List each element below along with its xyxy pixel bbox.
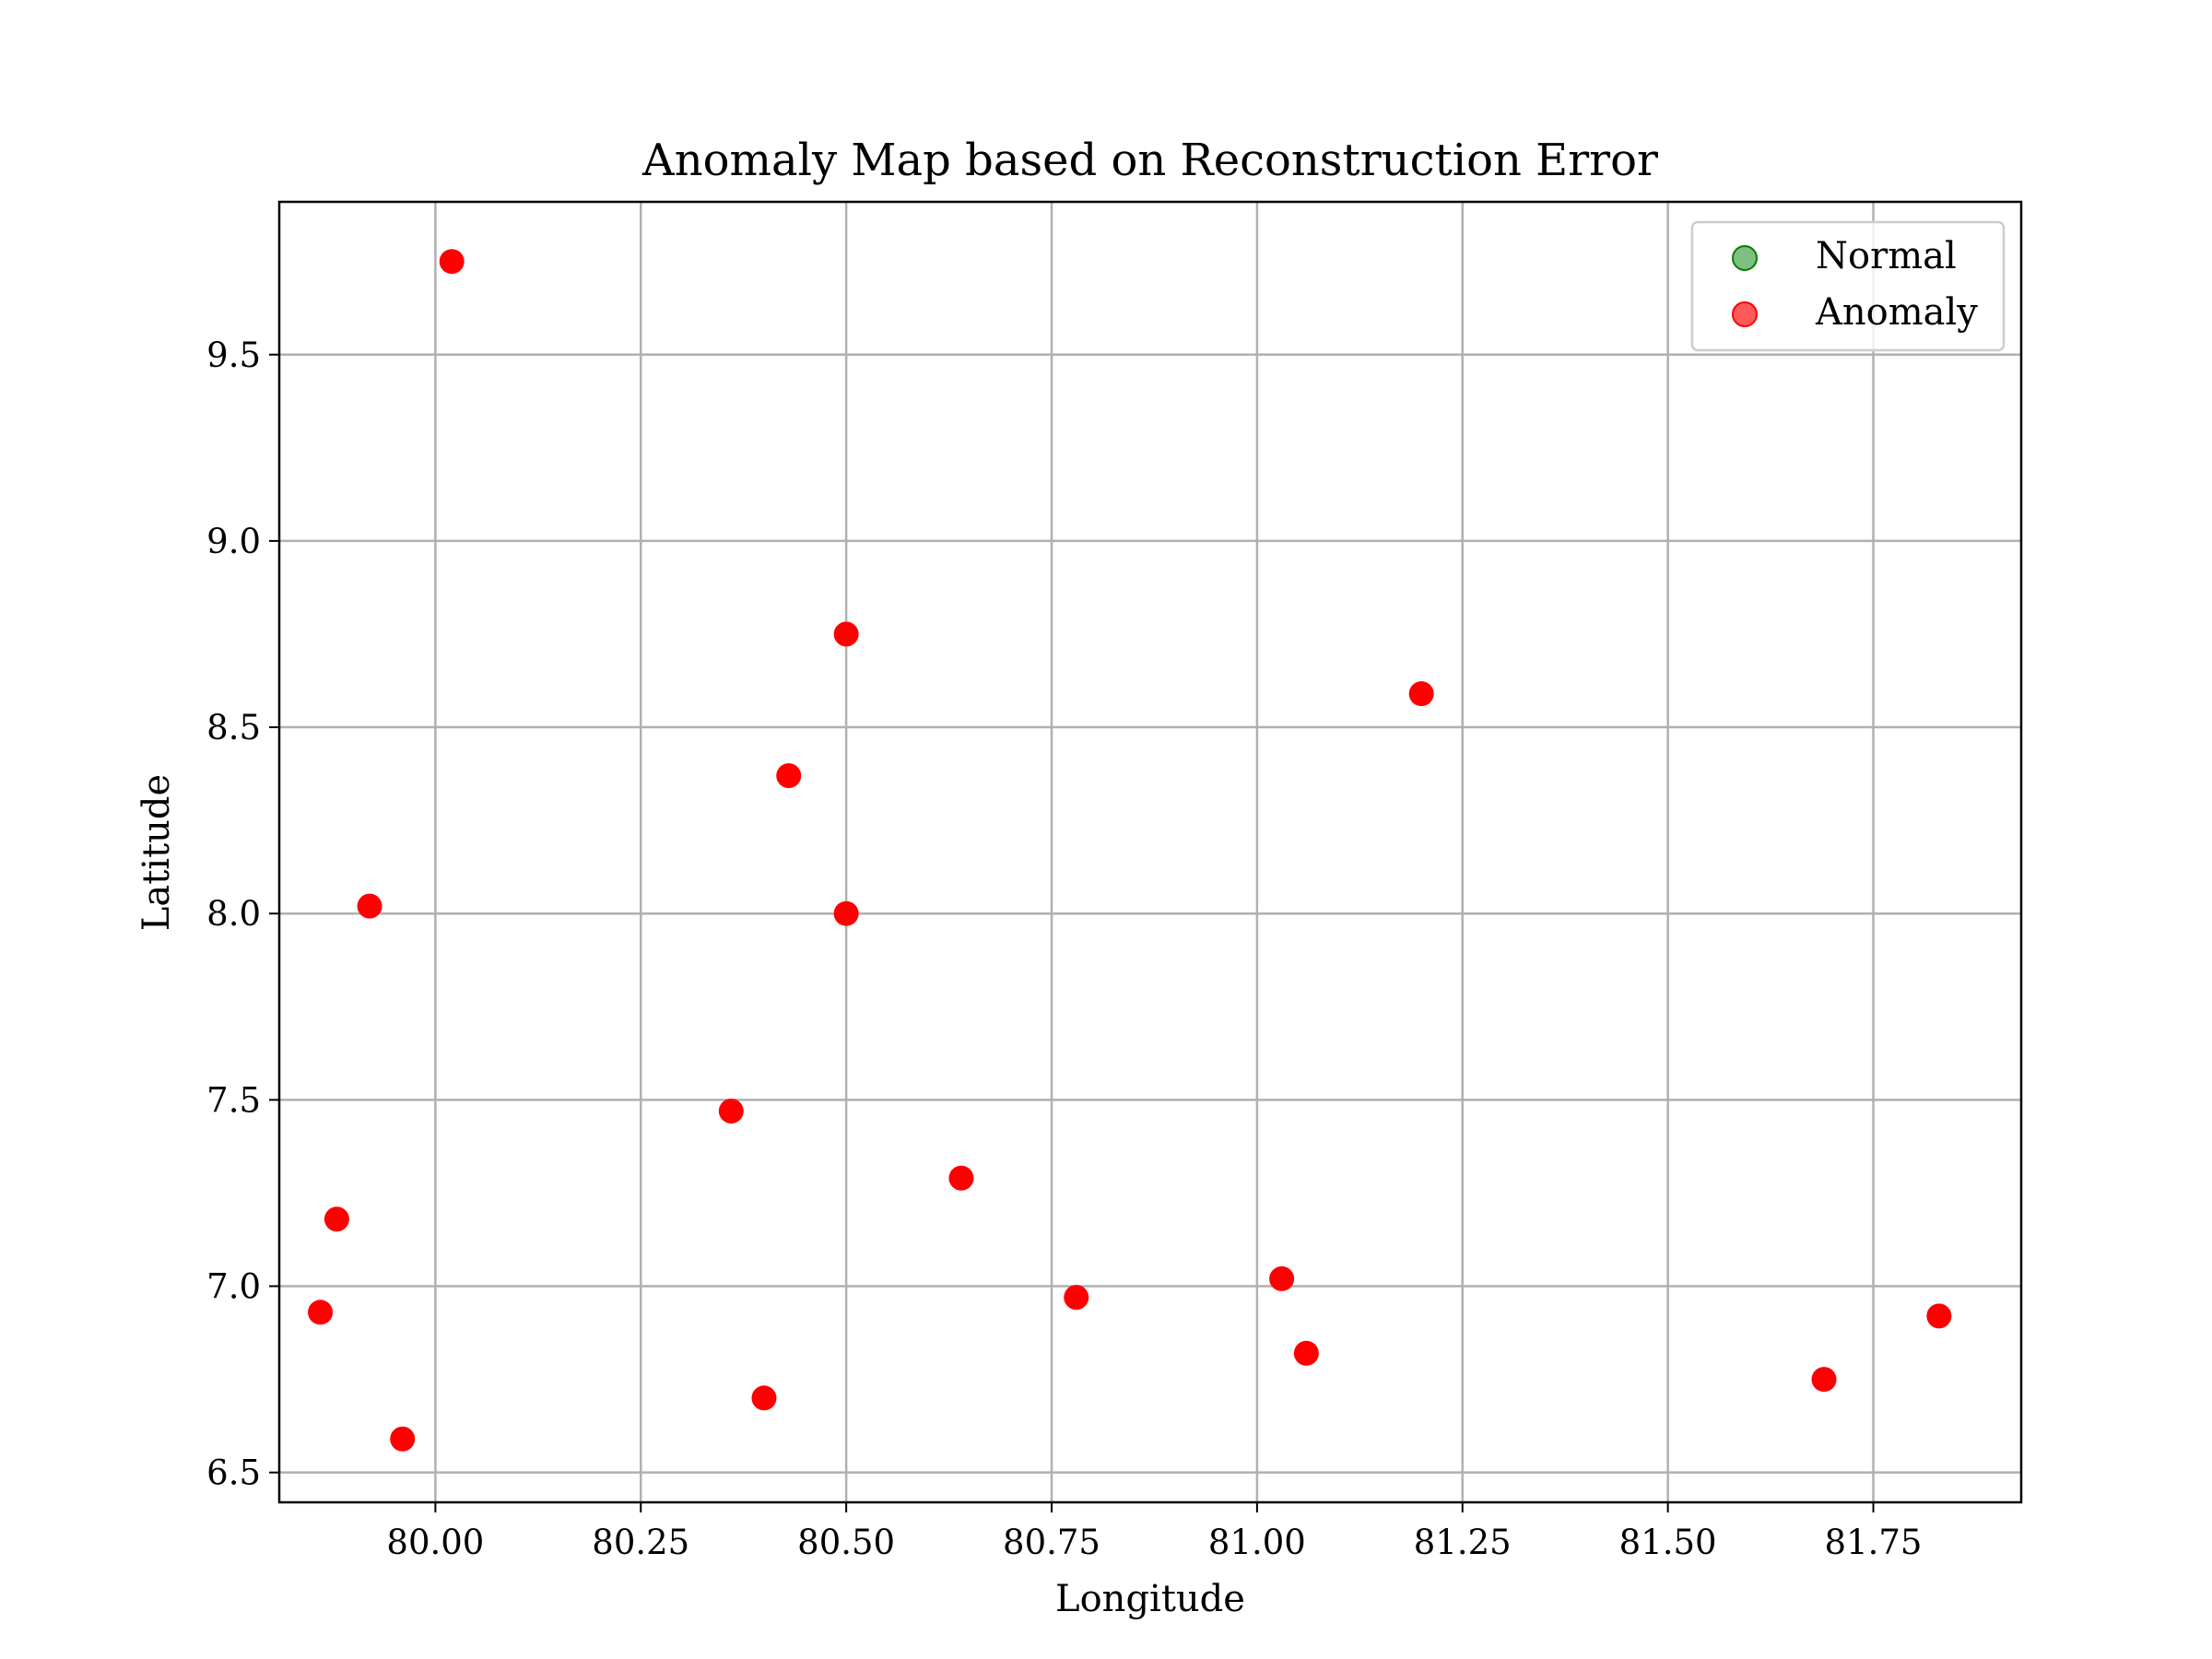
y-tick-label: 9.0 [206,522,261,561]
anomaly-point [1408,681,1434,707]
y-tick-label: 8.5 [206,708,261,747]
legend: Normal Anomaly [1690,220,2006,352]
x-tick-label: 80.00 [386,1523,484,1562]
legend-marker-normal [1732,245,1758,271]
data-points [308,249,1952,1452]
anomaly-point [1811,1367,1837,1393]
anomaly-point [776,763,802,789]
y-tick-label: 7.0 [206,1267,261,1307]
x-tick-label: 80.50 [797,1523,895,1562]
legend-label-anomaly: Anomaly [1815,291,1978,334]
anomaly-point [718,1098,744,1124]
x-tick-label: 81.75 [1825,1523,1923,1562]
anomaly-point [1926,1303,1952,1329]
legend-label-normal: Normal [1816,235,1957,277]
anomaly-point [948,1165,974,1191]
legend-marker-anomaly [1732,301,1758,327]
y-tick-label: 7.5 [206,1080,261,1120]
anomaly-point [1293,1340,1319,1366]
anomaly-point [390,1426,416,1452]
anomaly-point [1064,1285,1089,1311]
anomaly-point [357,893,382,919]
x-tick-label: 80.25 [592,1523,689,1562]
anomaly-point [833,900,859,926]
y-axis-label: Latitude [135,774,178,931]
chart-title: Anomaly Map based on Reconstruction Erro… [641,135,1658,186]
anomaly-point [324,1206,349,1232]
anomaly-point [751,1385,777,1411]
x-tick-label: 80.75 [1003,1523,1100,1562]
anomaly-point [833,621,859,647]
plot-frame [277,200,2023,1504]
legend-box [1690,220,2006,352]
anomaly-point [308,1300,334,1325]
y-tick-label: 9.5 [206,335,261,375]
anomaly-point [439,249,465,275]
x-tick-label: 81.50 [1619,1523,1717,1562]
x-axis-label: Longitude [1055,1578,1245,1620]
y-tick-label: 6.5 [206,1453,261,1493]
axis-ticks: 80.00 80.25 80.50 80.75 81.00 81.25 81.50 81.75… [206,335,1922,1562]
x-tick-label: 81.00 [1208,1523,1306,1562]
y-tick-label: 8.0 [206,894,261,934]
anomaly-point [1269,1265,1295,1291]
x-tick-label: 81.25 [1414,1523,1512,1562]
grid-lines [279,202,2021,1502]
